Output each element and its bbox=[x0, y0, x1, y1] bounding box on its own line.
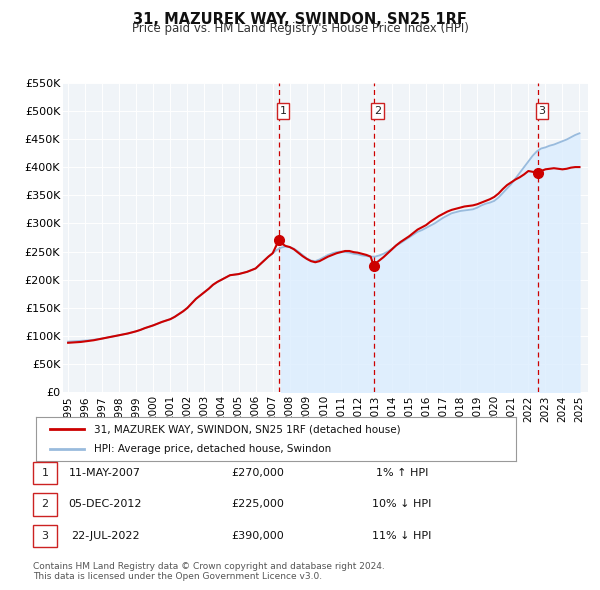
Text: 1% ↑ HPI: 1% ↑ HPI bbox=[376, 468, 428, 478]
Text: 10% ↓ HPI: 10% ↓ HPI bbox=[373, 500, 431, 509]
Text: 2: 2 bbox=[374, 106, 382, 116]
Text: £225,000: £225,000 bbox=[232, 500, 284, 509]
Text: £390,000: £390,000 bbox=[232, 531, 284, 540]
Text: 1: 1 bbox=[280, 106, 287, 116]
Text: Price paid vs. HM Land Registry's House Price Index (HPI): Price paid vs. HM Land Registry's House … bbox=[131, 22, 469, 35]
Text: 05-DEC-2012: 05-DEC-2012 bbox=[68, 500, 142, 509]
Text: 31, MAZUREK WAY, SWINDON, SN25 1RF: 31, MAZUREK WAY, SWINDON, SN25 1RF bbox=[133, 12, 467, 27]
Text: Contains HM Land Registry data © Crown copyright and database right 2024.: Contains HM Land Registry data © Crown c… bbox=[33, 562, 385, 571]
Text: This data is licensed under the Open Government Licence v3.0.: This data is licensed under the Open Gov… bbox=[33, 572, 322, 581]
Text: 22-JUL-2022: 22-JUL-2022 bbox=[71, 531, 139, 540]
Text: HPI: Average price, detached house, Swindon: HPI: Average price, detached house, Swin… bbox=[94, 444, 331, 454]
Text: £270,000: £270,000 bbox=[232, 468, 284, 478]
Text: 3: 3 bbox=[538, 106, 545, 116]
Text: 11-MAY-2007: 11-MAY-2007 bbox=[69, 468, 141, 478]
Text: 1: 1 bbox=[41, 468, 49, 478]
Text: 2: 2 bbox=[41, 500, 49, 509]
Text: 31, MAZUREK WAY, SWINDON, SN25 1RF (detached house): 31, MAZUREK WAY, SWINDON, SN25 1RF (deta… bbox=[94, 424, 400, 434]
Text: 3: 3 bbox=[41, 531, 49, 540]
Text: 11% ↓ HPI: 11% ↓ HPI bbox=[373, 531, 431, 540]
